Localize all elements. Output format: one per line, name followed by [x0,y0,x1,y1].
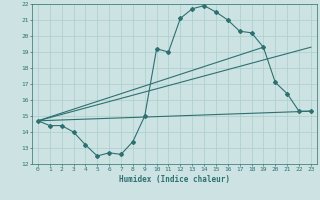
X-axis label: Humidex (Indice chaleur): Humidex (Indice chaleur) [119,175,230,184]
